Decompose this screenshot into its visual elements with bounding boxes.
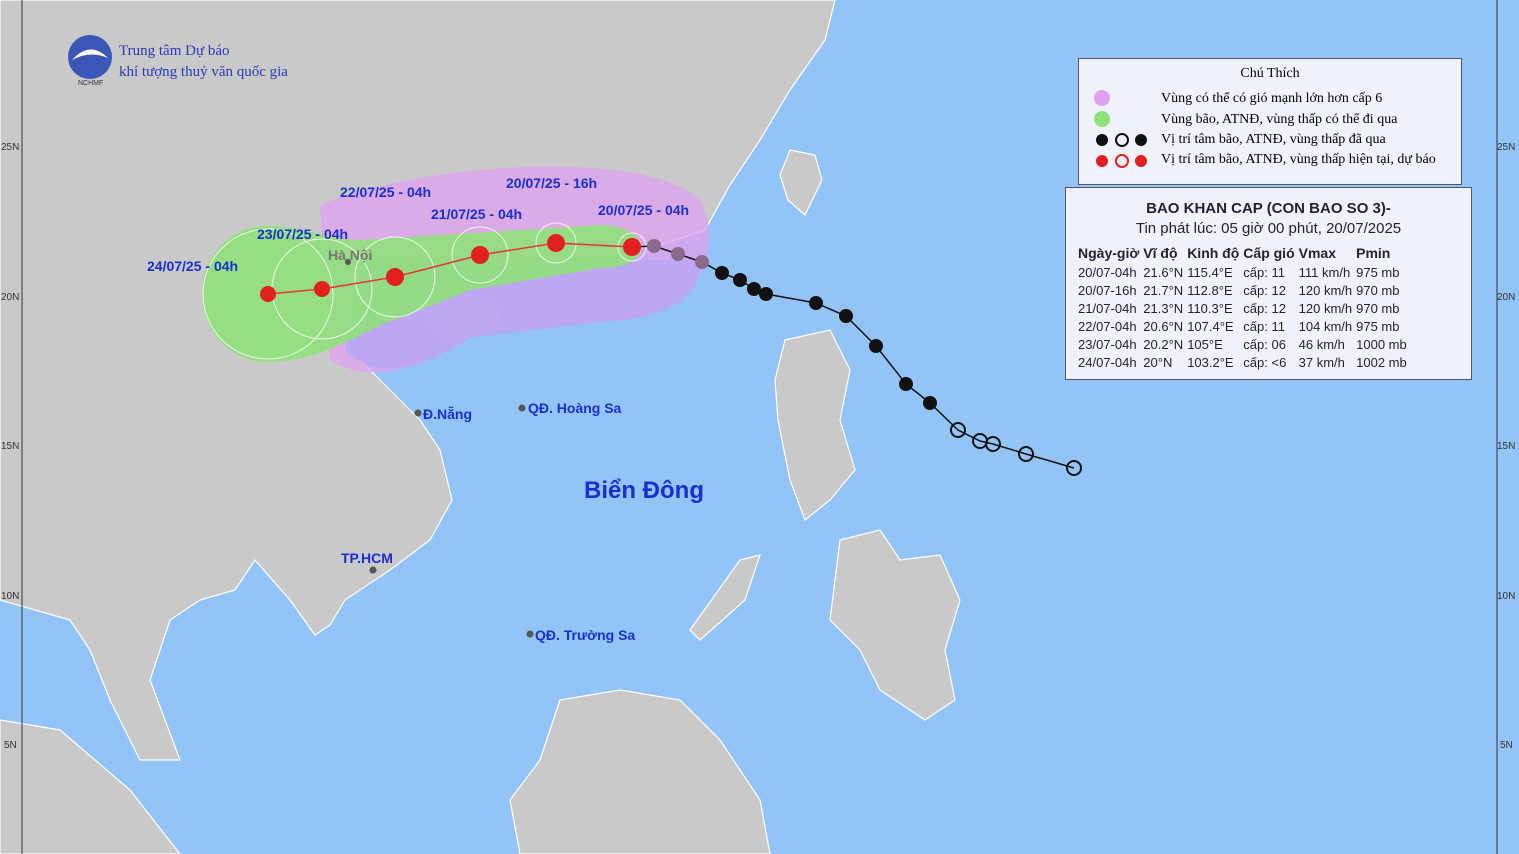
bulletin-table: Ngày-giờ Vĩ độ Kinh độ Cấp gió Vmax Pmin 20/07… bbox=[1076, 243, 1409, 371]
legend-title: Chú Thích bbox=[1240, 66, 1300, 81]
legend-item: Vùng có thể có gió mạnh lớn hơn cấp 6 bbox=[1161, 91, 1383, 106]
legend-symbols bbox=[1094, 90, 1147, 168]
org-name: khí tượng thuỷ văn quốc gia bbox=[119, 64, 288, 80]
legend: Chú Thích Vùng có thể có gió mạnh lớn hơ… bbox=[1078, 58, 1462, 185]
table-cell: 46 km/h bbox=[1298, 336, 1345, 352]
past-points bbox=[715, 266, 937, 410]
table-cell: 110.3°E bbox=[1187, 300, 1233, 316]
lat-tick: 5N bbox=[4, 740, 17, 751]
table-row: 20/07-16h 21.7°N 112.8°E cấp: 12 120 km/h 970… bbox=[1076, 281, 1409, 299]
place-label: TP.HCM bbox=[341, 550, 393, 566]
time-labels: 20/07/25 - 16h 22/07/25 - 04h 21/07/25 -… bbox=[147, 175, 689, 274]
table-cell: 21.3°N bbox=[1143, 300, 1184, 316]
table-cell: 120 km/h bbox=[1298, 300, 1353, 316]
place-label: Đ.Nẵng bbox=[423, 405, 472, 422]
table-row: 20/07-04h 21.6°N 115.4°E cấp: 11 111 km/h 975… bbox=[1076, 263, 1409, 281]
time-label: 21/07/25 - 04h bbox=[431, 206, 522, 222]
table-cell: 1000 mb bbox=[1356, 336, 1407, 352]
place-dots bbox=[345, 259, 534, 638]
table-cell: 970 mb bbox=[1356, 282, 1400, 298]
lat-tick: 20N bbox=[1497, 292, 1515, 303]
table-row: 23/07-04h 20.2°N 105°E cấp: 06 46 km/h 1000 m… bbox=[1076, 335, 1409, 353]
table-row: 24/07-04h 20°N 103.2°E cấp: <6 37 km/h 1002 m… bbox=[1076, 353, 1409, 371]
legend-item: Vị trí tâm bão, ATNĐ, vùng thấp đã qua bbox=[1161, 132, 1386, 147]
recent-points bbox=[647, 239, 709, 269]
lat-tick: 15N bbox=[1, 441, 19, 452]
table-cell: 975 mb bbox=[1356, 318, 1400, 334]
table-cell: 103.2°E bbox=[1187, 354, 1234, 370]
table-cell: cấp: 06 bbox=[1243, 336, 1286, 352]
table-cell: 120 km/h bbox=[1298, 282, 1353, 298]
column-header: Ngày-giờ bbox=[1078, 245, 1140, 261]
table-cell: 20/07-04h bbox=[1078, 264, 1137, 280]
time-label: 20/07/25 - 16h bbox=[506, 175, 597, 191]
table-row: 21/07-04h 21.3°N 110.3°E cấp: 12 120 km/h 970… bbox=[1076, 299, 1409, 317]
time-label: 23/07/25 - 04h bbox=[257, 226, 348, 242]
bulletin-title: BAO KHAN CAP (CON BAO SO 3)- bbox=[1146, 200, 1391, 217]
table-cell: 970 mb bbox=[1356, 300, 1400, 316]
table-cell: 115.4°E bbox=[1187, 264, 1233, 280]
table-cell: cấp: 11 bbox=[1243, 318, 1285, 334]
past-low-points bbox=[950, 422, 1082, 476]
table-cell: 20.6°N bbox=[1143, 318, 1184, 334]
land bbox=[0, 0, 961, 854]
table-cell: 20/07-16h bbox=[1078, 282, 1137, 298]
sea-label: Biển Đông bbox=[584, 477, 704, 504]
bulletin-issued: Tin phát lúc: 05 giờ 00 phút, 20/07/2025 bbox=[1135, 220, 1402, 237]
table-cell: 21.6°N bbox=[1143, 264, 1184, 280]
forecast-track bbox=[267, 242, 633, 295]
lat-tick: 10N bbox=[1497, 591, 1515, 602]
table-cell: 105°E bbox=[1187, 336, 1223, 352]
logo-text: NCHMF bbox=[78, 80, 103, 87]
table-cell: 104 km/h bbox=[1298, 318, 1353, 334]
wind-zone bbox=[202, 166, 710, 373]
lat-tick: 25N bbox=[1497, 142, 1515, 153]
table-cell: 22/07-04h bbox=[1078, 318, 1137, 334]
table-cell: cấp: <6 bbox=[1243, 354, 1287, 370]
table-cell: cấp: 12 bbox=[1243, 282, 1286, 298]
past-track bbox=[631, 245, 1075, 469]
table-cell: 111 km/h bbox=[1298, 264, 1351, 280]
table-cell: 112.8°E bbox=[1187, 282, 1233, 298]
table-cell: 20.2°N bbox=[1143, 336, 1184, 352]
org-name: Trung tâm Dự báo bbox=[119, 43, 230, 59]
table-cell: 975 mb bbox=[1356, 264, 1400, 280]
place-label: QĐ. Trường Sa bbox=[535, 627, 635, 643]
place-label: Hà Nội bbox=[328, 247, 372, 263]
time-label: 24/07/25 - 04h bbox=[147, 258, 238, 274]
lat-tick: 20N bbox=[1, 292, 19, 303]
legend-item: Vùng bão, ATNĐ, vùng thấp có thể đi qua bbox=[1161, 112, 1398, 127]
bulletin: BAO KHAN CAP (CON BAO SO 3)- Tin phát lú… bbox=[1065, 187, 1472, 380]
column-header: Vmax bbox=[1298, 245, 1336, 261]
time-label: 20/07/25 - 04h bbox=[598, 202, 689, 218]
lat-tick: 25N bbox=[1, 142, 19, 153]
column-header: Vĩ độ bbox=[1143, 245, 1178, 261]
table-cell: cấp: 11 bbox=[1243, 264, 1285, 280]
table-cell: 21/07-04h bbox=[1078, 300, 1137, 316]
table-cell: cấp: 12 bbox=[1243, 300, 1286, 316]
table-cell: 1002 mb bbox=[1356, 354, 1407, 370]
forecast-points bbox=[260, 234, 641, 302]
column-header: Pmin bbox=[1356, 245, 1391, 261]
column-header: Cấp gió bbox=[1243, 245, 1295, 261]
table-cell: 24/07-04h bbox=[1078, 354, 1137, 370]
lat-tick: 10N bbox=[1, 591, 19, 602]
table-cell: 37 km/h bbox=[1298, 354, 1345, 370]
table-cell: 107.4°E bbox=[1187, 318, 1234, 334]
logo: NCHMF Trung tâm Dự báo khí tượng thuỷ vă… bbox=[68, 35, 288, 87]
table-cell: 23/07-04h bbox=[1078, 336, 1137, 352]
column-header: Kinh độ bbox=[1187, 245, 1240, 261]
place-label: QĐ. Hoàng Sa bbox=[528, 400, 622, 416]
table-cell: 20°N bbox=[1143, 354, 1173, 370]
legend-item: Vị trí tâm bão, ATNĐ, vùng thấp hiện tại… bbox=[1161, 152, 1436, 167]
time-label: 22/07/25 - 04h bbox=[340, 184, 431, 200]
lat-tick: 15N bbox=[1497, 441, 1515, 452]
lat-tick: 5N bbox=[1500, 740, 1513, 751]
table-row: 22/07-04h 20.6°N 107.4°E cấp: 11 104 km/h 975… bbox=[1076, 317, 1409, 335]
table-cell: 21.7°N bbox=[1143, 282, 1184, 298]
